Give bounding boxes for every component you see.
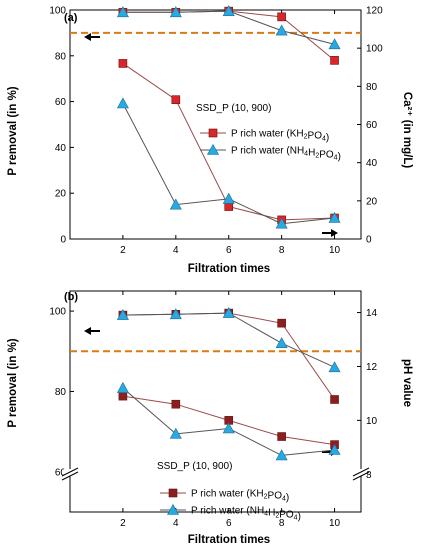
triangle-point: [275, 337, 288, 349]
axis-break-mark: [352, 471, 370, 481]
triangle-point: [169, 6, 182, 18]
square-point: [224, 202, 234, 211]
triangle-point: [169, 198, 182, 210]
legend-entry: P rich water (KH2PO4): [191, 489, 289, 504]
square-point: [330, 56, 339, 65]
x-tick-label: 8: [279, 518, 285, 529]
series-line: [122, 312, 335, 400]
series-line: [122, 312, 335, 368]
triangle-point: [116, 308, 129, 320]
left-axis-arrow-head: [84, 327, 91, 335]
x-tick-label: 10: [329, 245, 341, 256]
legend-triangle-marker: [166, 503, 180, 515]
panel-a-annotation: SSD_P (10, 900): [196, 103, 271, 114]
triangle-point: [275, 24, 288, 36]
y2-tick-label: 20: [366, 196, 378, 207]
x-tick-label: 2: [120, 518, 126, 529]
triangle-point: [328, 361, 341, 373]
axis-break-mark: [352, 467, 370, 477]
x-tick-label: 8: [279, 245, 285, 256]
panel-a: (a) Filtration times P removal (in %) Ca…: [7, 5, 413, 275]
x-tick-label: 2: [120, 245, 126, 256]
plot-frame: [69, 9, 362, 240]
y-tick-label: 20: [55, 189, 67, 200]
triangle-point: [328, 211, 341, 223]
y2-tick-label: 100: [366, 44, 383, 55]
square-point: [118, 391, 128, 401]
y-tick-label: 0: [60, 235, 66, 246]
triangle-point: [116, 97, 129, 109]
y2-tick-label: 0: [366, 235, 372, 246]
triangle-point: [169, 308, 182, 320]
triangle-point: [222, 422, 235, 434]
panel-b-y2label: pH value: [401, 359, 413, 407]
square-point: [277, 12, 286, 22]
y2-tick-label: 120: [366, 6, 383, 17]
y-tick-label: 100: [49, 6, 66, 17]
square-point: [118, 59, 128, 68]
y-tick-label: 80: [55, 387, 67, 398]
panel-a-y2label: Ca²⁺ (in mg/L): [401, 92, 413, 169]
square-point: [171, 95, 181, 104]
axis-break-mark: [61, 471, 79, 481]
triangle-point: [169, 427, 182, 439]
triangle-point: [222, 306, 235, 318]
y-tick-label: 100: [49, 307, 66, 318]
panel-b-ylabel: P removal (in %): [7, 338, 19, 427]
triangle-point: [116, 381, 129, 393]
left-axis-arrow-head: [84, 33, 91, 41]
y-tick-label: 80: [55, 51, 67, 62]
x-tick-label: 4: [173, 245, 179, 256]
legend-square-marker: [208, 128, 218, 138]
plot-frame: [69, 290, 362, 513]
x-tick-label: 10: [329, 518, 341, 529]
series-line: [122, 10, 335, 45]
y-tick-label: 40: [55, 143, 67, 154]
y2-tick-label: 80: [366, 82, 378, 93]
legend-entry: P rich water (KH2PO4): [231, 129, 329, 144]
right-axis-arrow-head: [331, 229, 338, 237]
triangle-point: [328, 443, 341, 455]
y2-tick-label: 14: [366, 308, 378, 319]
x-tick-label: 6: [226, 245, 232, 256]
triangle-point: [275, 217, 288, 229]
x-tick-label: 4: [173, 518, 179, 529]
legend-triangle-marker: [206, 143, 220, 155]
y2-tick-label: 40: [366, 158, 378, 169]
triangle-point: [222, 5, 235, 16]
legend-entry: P rich water (NH4H2PO4): [231, 146, 341, 163]
triangle-point: [222, 192, 235, 204]
y-tick-label: 60: [55, 467, 67, 478]
panel-b-xlabel: Filtration times: [188, 534, 270, 546]
y2-tick-label: 10: [366, 416, 378, 427]
y2-tick-label: 12: [366, 362, 378, 373]
panel-b: (b) Filtration times P removal (in %) pH…: [7, 290, 413, 546]
y2-tick-label: 60: [366, 120, 378, 131]
y2-tick-label: 8: [366, 470, 372, 481]
triangle-point: [116, 6, 129, 18]
y-tick-label: 60: [55, 97, 67, 108]
panel-b-label: (b): [64, 291, 78, 303]
square-point: [171, 399, 181, 409]
panel-a-ylabel: P removal (in %): [7, 86, 19, 175]
panel-a-xlabel: Filtration times: [188, 263, 270, 275]
panel-a-label: (a): [64, 12, 78, 24]
square-point: [330, 395, 339, 404]
square-point: [277, 318, 286, 328]
x-tick-label: 6: [226, 518, 232, 529]
axis-break-mark: [61, 467, 79, 477]
legend-square-marker: [168, 488, 178, 498]
panel-b-annotation: SSD_P (10, 900): [157, 461, 232, 472]
triangle-point: [328, 38, 341, 50]
triangle-point: [275, 449, 288, 461]
legend-entry: P rich water (NH4H2PO4): [191, 506, 301, 523]
square-point: [277, 432, 286, 441]
